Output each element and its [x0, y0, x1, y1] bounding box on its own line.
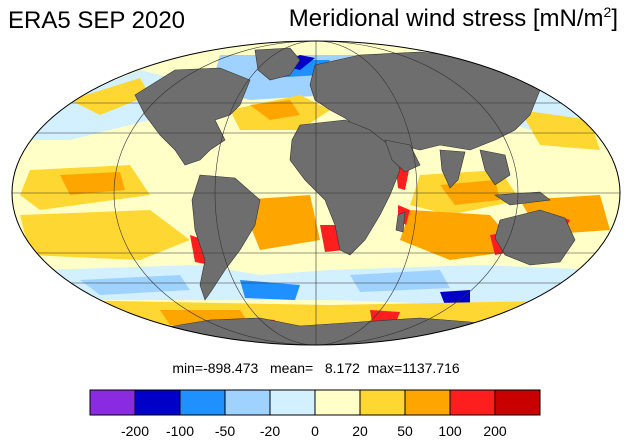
map-outline [11, 40, 621, 346]
africa [289, 119, 401, 256]
colorbar-swatch [134, 389, 181, 416]
graticule [12, 41, 620, 345]
colorbar-swatch [89, 389, 136, 416]
title-units-exponent: 2 [603, 4, 612, 20]
field-patch [70, 78, 150, 115]
arabia [384, 139, 421, 173]
colorbar-tick-label: 0 [311, 423, 319, 439]
field-patch [20, 210, 190, 260]
colorbar-tick-label: -200 [120, 423, 150, 439]
title-variable: Meridional wind stress [mN/m [288, 5, 604, 32]
field-statistics: min=-898.473 mean= 8.172 max=1137.716 [172, 360, 460, 376]
field-patch [240, 195, 320, 250]
colorbar-swatch [404, 389, 451, 416]
colorbar-swatch [224, 389, 271, 416]
colorbar-swatch [269, 389, 316, 416]
field-patch [80, 275, 190, 295]
india [439, 149, 466, 189]
colorbar-tick-label: 50 [397, 423, 413, 439]
australia [494, 209, 576, 266]
title-units-close: ] [611, 5, 618, 32]
field-patch [440, 290, 470, 305]
greenland [254, 47, 301, 81]
field-patch [400, 210, 520, 260]
colorbar-tick-label: -100 [165, 423, 195, 439]
colorbar-swatch [449, 389, 496, 416]
colorbar-swatch [494, 389, 541, 416]
colorbar-swatch [179, 389, 226, 416]
field-patch [250, 100, 300, 120]
field-patch [520, 110, 600, 150]
madagascar [395, 211, 406, 233]
colorbar-tick-label: 100 [438, 423, 462, 439]
field-patch [60, 172, 125, 195]
colorbar-tick-label: -20 [259, 423, 281, 439]
colorbar-swatch [314, 389, 361, 416]
map-title-left: ERA5 SEP 2020 [8, 7, 186, 34]
field-patch [440, 180, 500, 205]
colorbar-swatch [359, 389, 406, 416]
field-patch [240, 280, 300, 300]
south-america [191, 174, 261, 301]
map-title-right: Meridional wind stress [mN/m2] [289, 4, 618, 34]
colorbar-tick-label: -50 [214, 423, 236, 439]
colorbar-tick-label: 20 [352, 423, 368, 439]
field-patch [350, 270, 450, 292]
southeast-asia [479, 149, 511, 186]
colorbar-tick-label: 200 [483, 423, 507, 439]
